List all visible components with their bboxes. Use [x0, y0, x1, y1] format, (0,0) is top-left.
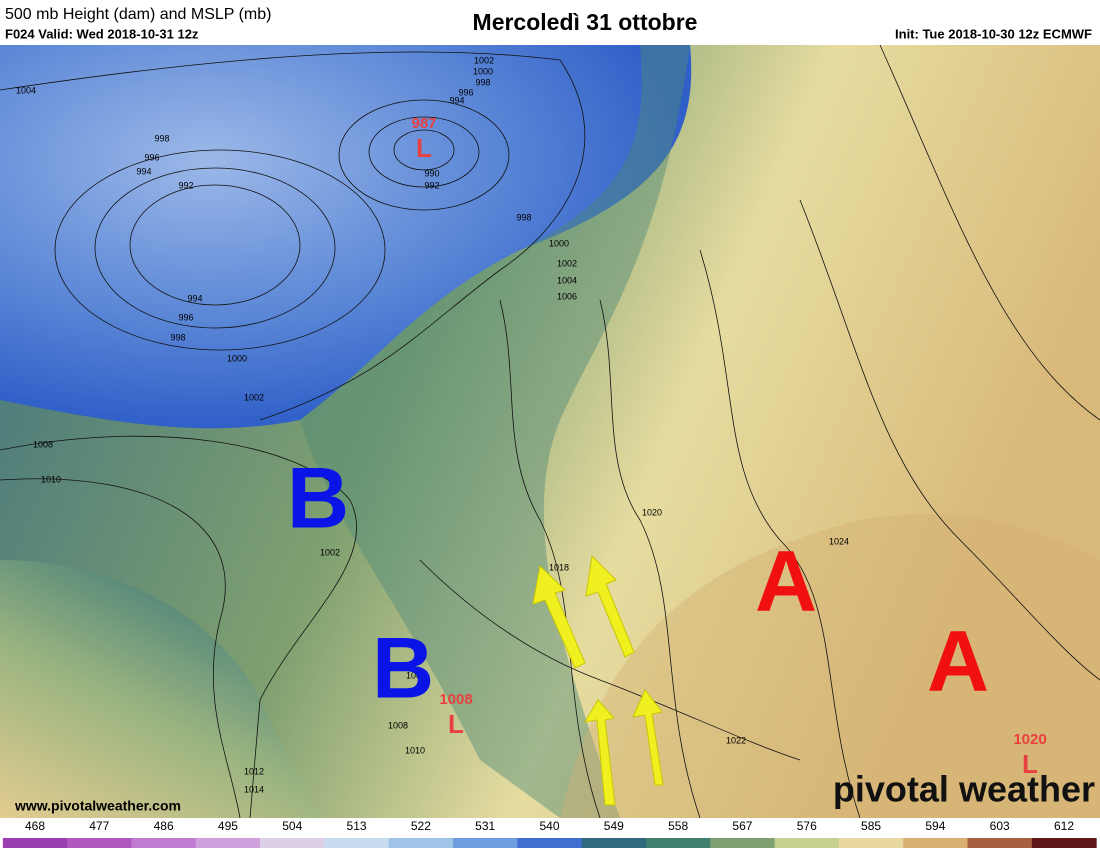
isobar-label: 998	[154, 133, 169, 143]
colorbar-swatch	[1031, 838, 1097, 848]
colorbar-tick-label: 567	[732, 819, 752, 833]
left-title: 500 mb Height (dam) and MSLP (mb)	[5, 6, 271, 23]
colorbar-swatch	[388, 838, 454, 848]
isobars	[0, 44, 1100, 819]
colorbar-tick-label: 612	[1054, 819, 1074, 833]
colorbar-swatch	[967, 838, 1033, 848]
colorbar-tick-label: 576	[797, 819, 817, 833]
colorbar-swatch	[645, 838, 711, 848]
colorbar-swatch	[453, 838, 518, 848]
colorbar-tick-label: 585	[861, 819, 881, 833]
isobar-label: 1004	[16, 85, 36, 95]
low-letter: L	[416, 133, 432, 163]
colorbar-swatch	[195, 838, 261, 848]
colorbar-swatch	[260, 838, 325, 848]
isobar-label: 1002	[474, 55, 494, 65]
colorbar-tick-label: 558	[668, 819, 688, 833]
isobar-label: 1018	[549, 562, 569, 572]
pressure-center: A	[755, 534, 817, 630]
website: www.pivotalweather.com	[14, 798, 181, 814]
colorbar-swatch	[903, 838, 969, 848]
logo: pivotal weather	[833, 769, 1095, 810]
colorbar-tick-label: 522	[411, 819, 431, 833]
colorbar-tick-label: 603	[990, 819, 1010, 833]
colorbar: 468 477 486 495 504 513 522 531 540 549 558 567 576 5…	[2, 819, 1097, 848]
pressure-center: B	[287, 451, 349, 547]
colorbar-tick-label: 594	[925, 819, 945, 833]
isobar-label: 994	[187, 293, 202, 303]
colorbar-tick-label: 540	[539, 819, 559, 833]
isobar-label: 998	[170, 332, 185, 342]
low-value: 987	[411, 115, 436, 132]
colorbar-tick-label: 531	[475, 819, 495, 833]
low-value: 1008	[439, 691, 472, 708]
low-letter: L	[1022, 749, 1038, 779]
isobar-label: 996	[144, 152, 159, 162]
colorbar-tick-label: 486	[154, 819, 174, 833]
init-time: Init: Tue 2018-10-30 12z ECMWF	[895, 26, 1092, 41]
colorbar-swatch	[774, 838, 840, 848]
isobar-label: 992	[178, 180, 193, 190]
isobar-label: 1000	[227, 353, 247, 363]
isobar-label: 998	[516, 212, 531, 222]
pressure-center: A	[927, 614, 989, 710]
map-labels: 1002100099899699410049989969949929909929…	[16, 55, 1047, 794]
colorbar-tick-label: 477	[89, 819, 109, 833]
isobar-label: 990	[424, 168, 439, 178]
isobar-label: 1002	[320, 547, 340, 557]
colorbar-swatch	[838, 838, 904, 848]
colorbar-swatch	[324, 838, 390, 848]
isobar-label: 996	[178, 312, 193, 322]
map-background	[0, 45, 1100, 818]
pressure-center: B	[372, 621, 434, 717]
colorbar-tick-label: 495	[218, 819, 238, 833]
isobar-label: 1000	[473, 66, 493, 76]
title: Mercoledì 31 ottobre	[473, 9, 698, 35]
isobar-label: 992	[424, 180, 439, 190]
isobar-label: 1022	[726, 735, 746, 745]
valid-time: F024 Valid: Wed 2018-10-31 12z	[5, 26, 199, 41]
isobar-label: 1008	[33, 439, 53, 449]
isobar-label: 1004	[406, 670, 426, 680]
arrows	[532, 554, 664, 806]
isobar-label: 1002	[244, 392, 264, 402]
isobar-label: 1008	[388, 720, 408, 730]
isobar-label: 994	[449, 95, 464, 105]
colorbar-tick-label: 549	[604, 819, 624, 833]
isobar-label: 1024	[829, 536, 849, 546]
isobar-label: 1010	[405, 745, 425, 755]
isobar-label: 1000	[549, 238, 569, 248]
isobar-label: 1004	[557, 275, 577, 285]
colorbar-tick-label: 504	[282, 819, 302, 833]
colorbar-swatch	[517, 838, 583, 848]
colorbar-swatch	[131, 838, 197, 848]
isobar-label: 1010	[41, 474, 61, 484]
isobar-label: 1014	[244, 784, 264, 794]
low-value: 1020	[1013, 731, 1046, 748]
colorbar-swatch	[710, 838, 776, 848]
isobar-label: 994	[136, 166, 151, 176]
colorbar-tick-label: 468	[25, 819, 45, 833]
isobar-label: 1002	[557, 258, 577, 268]
isobar-label: 996	[458, 87, 473, 97]
colorbar-swatch	[581, 838, 647, 848]
colorbar-swatch	[2, 838, 68, 848]
isobar-label: 998	[475, 77, 490, 87]
colorbar-tick-label: 513	[347, 819, 367, 833]
isobar-label: 1020	[642, 507, 662, 517]
isobar-label: 1012	[244, 766, 264, 776]
colorbar-swatch	[67, 838, 132, 848]
isobar-label: 1006	[557, 291, 577, 301]
low-letter: L	[448, 709, 464, 739]
